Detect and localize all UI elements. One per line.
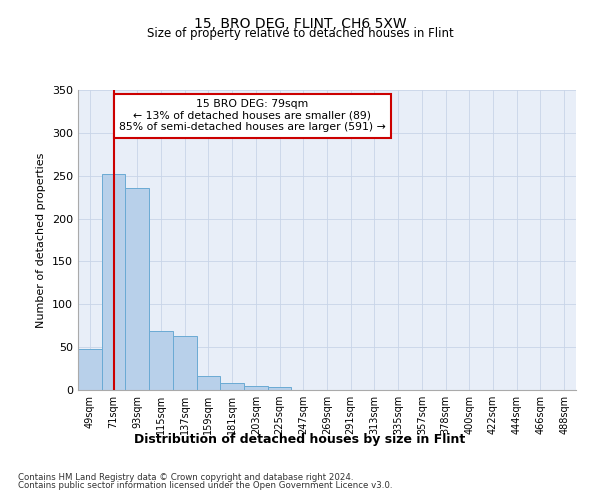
Bar [78,349,102,390]
Bar [268,388,292,390]
Bar [197,376,220,390]
Text: Contains HM Land Registry data © Crown copyright and database right 2024.: Contains HM Land Registry data © Crown c… [18,472,353,482]
Text: 15 BRO DEG: 79sqm
← 13% of detached houses are smaller (89)
85% of semi-detached: 15 BRO DEG: 79sqm ← 13% of detached hous… [119,99,386,132]
Bar [244,386,268,390]
Text: Contains public sector information licensed under the Open Government Licence v3: Contains public sector information licen… [18,481,392,490]
Bar [220,383,244,390]
Bar [125,188,149,390]
Bar [173,336,197,390]
Bar [149,331,173,390]
Text: 15, BRO DEG, FLINT, CH6 5XW: 15, BRO DEG, FLINT, CH6 5XW [194,18,406,32]
Text: Size of property relative to detached houses in Flint: Size of property relative to detached ho… [146,28,454,40]
Y-axis label: Number of detached properties: Number of detached properties [37,152,46,328]
Bar [102,174,125,390]
Text: Distribution of detached houses by size in Flint: Distribution of detached houses by size … [134,432,466,446]
